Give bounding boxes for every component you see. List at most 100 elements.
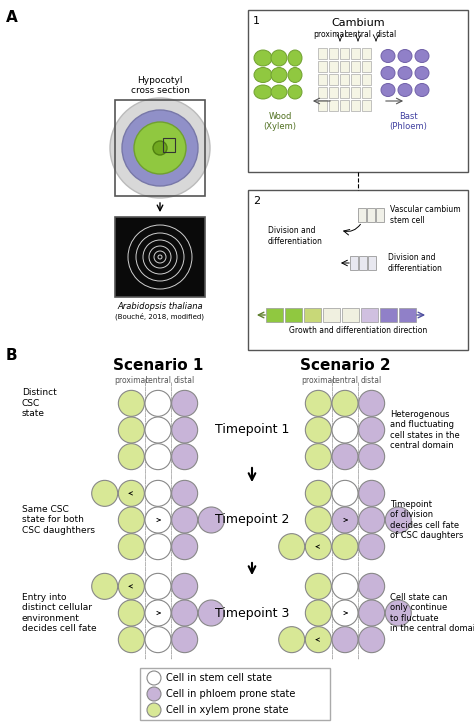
Circle shape (172, 390, 198, 417)
FancyBboxPatch shape (340, 87, 349, 98)
Circle shape (122, 110, 198, 186)
Circle shape (147, 671, 161, 685)
Text: Distinct
CSC
state: Distinct CSC state (22, 388, 57, 418)
Ellipse shape (381, 66, 395, 79)
Circle shape (332, 627, 358, 653)
Circle shape (359, 534, 384, 560)
Text: 2: 2 (253, 196, 260, 206)
FancyBboxPatch shape (329, 74, 338, 85)
FancyBboxPatch shape (318, 100, 327, 111)
Circle shape (305, 417, 331, 443)
Circle shape (172, 600, 198, 626)
FancyBboxPatch shape (318, 61, 327, 72)
Ellipse shape (271, 50, 287, 66)
FancyBboxPatch shape (318, 48, 327, 59)
Text: 1: 1 (253, 16, 260, 26)
FancyBboxPatch shape (318, 87, 327, 98)
Circle shape (172, 574, 198, 599)
Circle shape (359, 627, 384, 653)
Circle shape (279, 627, 305, 653)
Text: Division and
differentiation: Division and differentiation (388, 253, 443, 273)
FancyBboxPatch shape (318, 74, 327, 85)
FancyBboxPatch shape (362, 100, 371, 111)
FancyBboxPatch shape (380, 308, 397, 322)
Circle shape (332, 481, 358, 506)
Circle shape (145, 534, 171, 560)
FancyBboxPatch shape (340, 100, 349, 111)
Circle shape (305, 600, 331, 626)
FancyBboxPatch shape (361, 308, 378, 322)
Circle shape (145, 481, 171, 506)
Circle shape (332, 443, 358, 470)
Ellipse shape (415, 84, 429, 97)
Circle shape (332, 507, 358, 533)
Circle shape (332, 600, 358, 626)
Text: B: B (6, 348, 18, 363)
FancyBboxPatch shape (329, 87, 338, 98)
Circle shape (145, 574, 171, 599)
Text: Cell in phloem prone state: Cell in phloem prone state (166, 689, 295, 699)
Circle shape (118, 534, 145, 560)
Text: Timepoint 2: Timepoint 2 (215, 513, 289, 526)
Circle shape (385, 600, 411, 626)
Text: Growth and differentiation direction: Growth and differentiation direction (289, 326, 427, 335)
Text: Timepoint 3: Timepoint 3 (215, 606, 289, 619)
Ellipse shape (288, 85, 302, 99)
Circle shape (332, 417, 358, 443)
Circle shape (145, 600, 171, 626)
FancyBboxPatch shape (362, 74, 371, 85)
FancyBboxPatch shape (115, 217, 205, 297)
Circle shape (305, 574, 331, 599)
Ellipse shape (381, 84, 395, 97)
FancyBboxPatch shape (362, 48, 371, 59)
Text: Vascular cambium
stem cell: Vascular cambium stem cell (390, 205, 461, 225)
Ellipse shape (398, 66, 412, 79)
Circle shape (305, 481, 331, 506)
FancyBboxPatch shape (285, 308, 302, 322)
Text: Cell state can
only continue
to fluctuate
in the central domain: Cell state can only continue to fluctuat… (390, 593, 474, 633)
Ellipse shape (398, 84, 412, 97)
FancyBboxPatch shape (399, 308, 416, 322)
Circle shape (198, 507, 224, 533)
Circle shape (359, 481, 384, 506)
Circle shape (118, 507, 145, 533)
Circle shape (305, 443, 331, 470)
Circle shape (172, 481, 198, 506)
Circle shape (145, 627, 171, 653)
FancyBboxPatch shape (351, 74, 360, 85)
Circle shape (91, 481, 118, 506)
Circle shape (118, 443, 145, 470)
FancyBboxPatch shape (340, 48, 349, 59)
Circle shape (172, 417, 198, 443)
Ellipse shape (254, 50, 272, 66)
Circle shape (359, 507, 384, 533)
Circle shape (153, 141, 167, 155)
FancyBboxPatch shape (342, 308, 359, 322)
Circle shape (91, 574, 118, 599)
Text: Arabidopsis thaliana: Arabidopsis thaliana (117, 302, 203, 311)
Circle shape (118, 481, 145, 506)
Circle shape (172, 534, 198, 560)
Circle shape (305, 627, 331, 653)
Ellipse shape (381, 49, 395, 63)
Circle shape (145, 443, 171, 470)
Circle shape (172, 627, 198, 653)
Ellipse shape (415, 66, 429, 79)
Text: Hypocotyl
cross section: Hypocotyl cross section (130, 76, 190, 95)
Circle shape (385, 507, 411, 533)
Circle shape (279, 534, 305, 560)
FancyBboxPatch shape (362, 87, 371, 98)
FancyBboxPatch shape (266, 308, 283, 322)
Text: Timepoint
of division
decides cell fate
of CSC daughters: Timepoint of division decides cell fate … (390, 500, 464, 540)
Text: Cambium: Cambium (331, 18, 385, 28)
FancyBboxPatch shape (367, 208, 375, 222)
Circle shape (118, 390, 145, 417)
Circle shape (359, 417, 384, 443)
Circle shape (172, 443, 198, 470)
Ellipse shape (288, 50, 302, 66)
FancyBboxPatch shape (329, 61, 338, 72)
Text: central: central (345, 30, 372, 39)
Text: proximal: proximal (115, 376, 148, 385)
Text: A: A (6, 10, 18, 25)
Text: distal: distal (375, 30, 397, 39)
